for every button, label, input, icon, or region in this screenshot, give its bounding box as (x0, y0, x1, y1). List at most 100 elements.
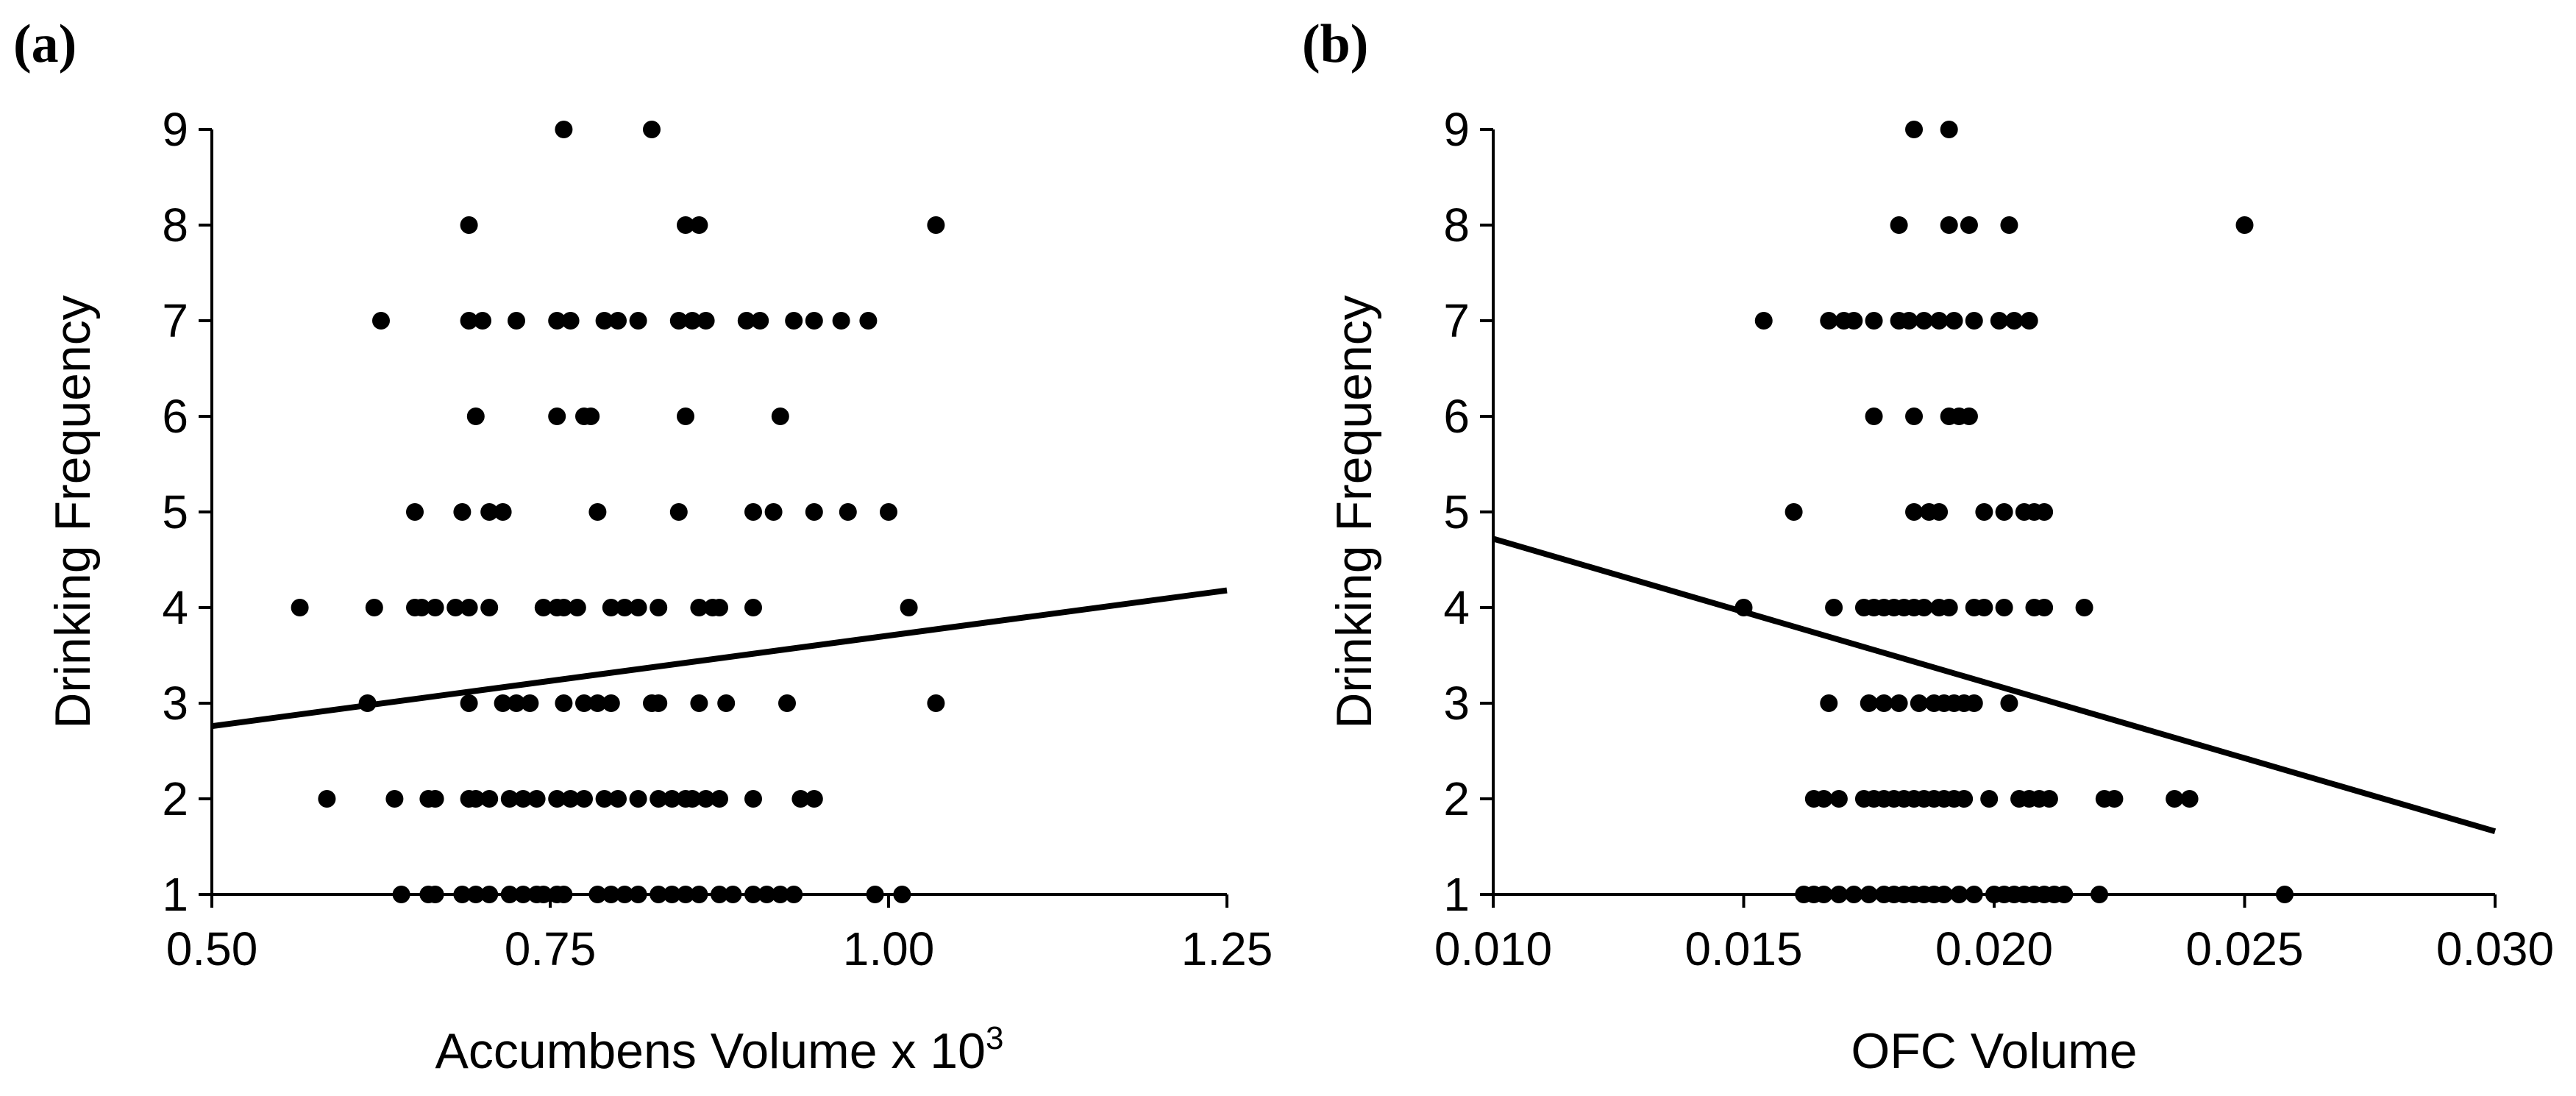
data-point (1975, 599, 1993, 616)
data-point (466, 408, 485, 425)
data-point (744, 599, 762, 616)
data-point (785, 312, 803, 330)
data-point (616, 886, 634, 903)
data-point (588, 694, 607, 712)
data-point (683, 790, 702, 808)
y-tick-label: 8 (1443, 199, 1470, 252)
data-point (744, 503, 762, 521)
data-point (1965, 886, 1983, 903)
data-point (385, 790, 404, 808)
panel-label: (b) (1302, 14, 1368, 74)
data-point (500, 790, 519, 808)
data-point (744, 790, 762, 808)
data-point (744, 886, 762, 903)
data-point (927, 694, 945, 712)
data-point (1940, 216, 1958, 234)
data-point (534, 886, 552, 903)
data-point (534, 599, 552, 616)
data-point (650, 790, 668, 808)
y-tick-label: 9 (162, 103, 188, 156)
data-point (2105, 790, 2124, 808)
data-point (764, 503, 783, 521)
data-point (602, 599, 620, 616)
data-point (650, 599, 668, 616)
data-point (629, 886, 647, 903)
y-tick-label: 3 (1443, 677, 1470, 730)
data-point (426, 599, 444, 616)
data-point (609, 790, 627, 808)
panel-a-chart: (a) 1 2 3 4 5 6 7 8 9 0.50 0.75 1.00 1.25 Drinking Fre… (13, 14, 1273, 1079)
data-point (372, 312, 390, 330)
y-tick-label: 4 (1443, 581, 1470, 634)
data-point (690, 216, 708, 234)
x-axis-title: Accumbens Volume x 103 (435, 1020, 1004, 1079)
data-point (711, 886, 728, 903)
data-point (561, 790, 580, 808)
data-point (392, 886, 410, 903)
data-point (669, 312, 688, 330)
data-point (1890, 694, 1908, 712)
data-point (1965, 694, 1983, 712)
data-point (494, 694, 512, 712)
y-tick-label: 7 (162, 294, 188, 347)
data-point (561, 312, 580, 330)
data-point (406, 503, 424, 521)
data-point (2005, 312, 2024, 330)
data-point (588, 886, 607, 903)
data-point (460, 312, 478, 330)
data-point (1960, 216, 1978, 234)
data-point (805, 790, 823, 808)
data-point (683, 312, 702, 330)
data-point (1975, 503, 1993, 521)
data-point (1965, 312, 1983, 330)
data-point (602, 694, 620, 712)
data-point (1860, 886, 1878, 903)
data-point (690, 886, 708, 903)
data-point (568, 599, 586, 616)
data-point (1980, 790, 1999, 808)
y-tick-label: 1 (162, 868, 188, 921)
data-point (2035, 503, 2054, 521)
data-point (2035, 599, 2054, 616)
data-point (1890, 216, 1908, 234)
data-point (669, 503, 688, 521)
data-point (1950, 886, 1968, 903)
data-point (2275, 886, 2294, 903)
data-point (2000, 216, 2018, 234)
data-point (677, 408, 694, 425)
data-point (1815, 790, 1833, 808)
data-point (514, 790, 533, 808)
data-point (859, 312, 878, 330)
data-point (1820, 694, 1838, 712)
data-point (548, 408, 566, 425)
y-tick-label: 2 (1443, 772, 1470, 825)
data-point (413, 599, 431, 616)
data-point (466, 790, 485, 808)
x-axis-title-superscript: 3 (986, 1020, 1003, 1056)
data-point (1915, 312, 1933, 330)
data-point (724, 886, 742, 903)
y-tick-label: 4 (162, 581, 188, 634)
data-point (927, 216, 945, 234)
y-tick-label: 6 (1443, 390, 1470, 443)
data-point (1940, 121, 1958, 138)
data-point (1940, 599, 1958, 616)
data-point (1960, 408, 1978, 425)
data-point (575, 790, 593, 808)
data-point (1825, 599, 1843, 616)
data-point (2055, 886, 2074, 903)
x-tick-label: 0.015 (1684, 922, 1802, 975)
data-point (2235, 216, 2254, 234)
x-axis-title-text: OFC Volume (1851, 1023, 2137, 1079)
data-point (697, 312, 715, 330)
data-point (480, 599, 499, 616)
data-point (2000, 694, 2018, 712)
data-point (480, 503, 499, 521)
data-point (365, 599, 383, 616)
data-point (785, 886, 803, 903)
data-point (527, 790, 546, 808)
data-point (508, 312, 525, 330)
data-point (791, 790, 810, 808)
y-axis-title: Drinking Frequency (1326, 295, 1382, 729)
